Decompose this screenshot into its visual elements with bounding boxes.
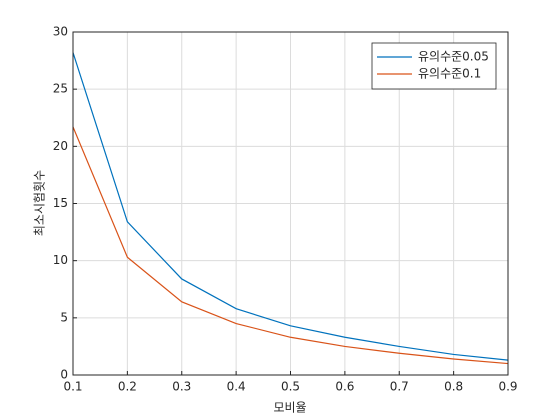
y-axis-label: 최소시험횟수 [33, 170, 47, 236]
line-series [72, 126, 509, 365]
y-tick-label: 15 [53, 196, 68, 210]
x-tick-label: 0.7 [390, 380, 409, 394]
plot-area [72, 52, 509, 365]
x-axis-label: 모비율 [273, 401, 306, 415]
legend-label: 유의수준0.1 [418, 67, 481, 81]
axes-box [72, 31, 509, 376]
x-tick-label: 0.5 [281, 380, 300, 394]
y-tick-label: 20 [53, 139, 68, 153]
x-tick-label: 0.8 [444, 380, 463, 394]
x-tick-label: 0.4 [227, 380, 246, 394]
legend: 유의수준0.05 유의수준0.1 [371, 42, 497, 90]
x-tick-label: 0.6 [335, 380, 354, 394]
y-tick-label: 25 [53, 82, 68, 96]
y-tick-label: 10 [53, 253, 68, 267]
x-tick-label: 0.9 [498, 380, 517, 394]
line-series [72, 52, 509, 361]
y-tick-label: 30 [53, 25, 68, 39]
x-tick-label: 0.2 [118, 380, 137, 394]
legend-label: 유의수준0.05 [418, 50, 489, 64]
y-tick-label: 0 [60, 368, 68, 382]
y-tick-label: 5 [60, 310, 68, 324]
legend-box [371, 42, 497, 90]
x-tick-label: 0.3 [172, 380, 191, 394]
x-tick-label: 0.1 [63, 380, 82, 394]
